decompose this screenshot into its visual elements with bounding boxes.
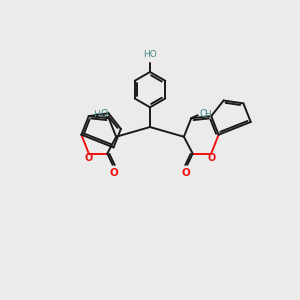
Text: O: O: [84, 153, 92, 163]
Text: O: O: [100, 110, 108, 119]
Text: O: O: [208, 153, 216, 163]
Text: H: H: [204, 110, 211, 118]
Text: O: O: [182, 168, 190, 178]
Text: O: O: [199, 110, 207, 119]
Text: O: O: [110, 168, 118, 178]
Text: HO: HO: [143, 50, 157, 59]
Text: H: H: [93, 110, 100, 118]
